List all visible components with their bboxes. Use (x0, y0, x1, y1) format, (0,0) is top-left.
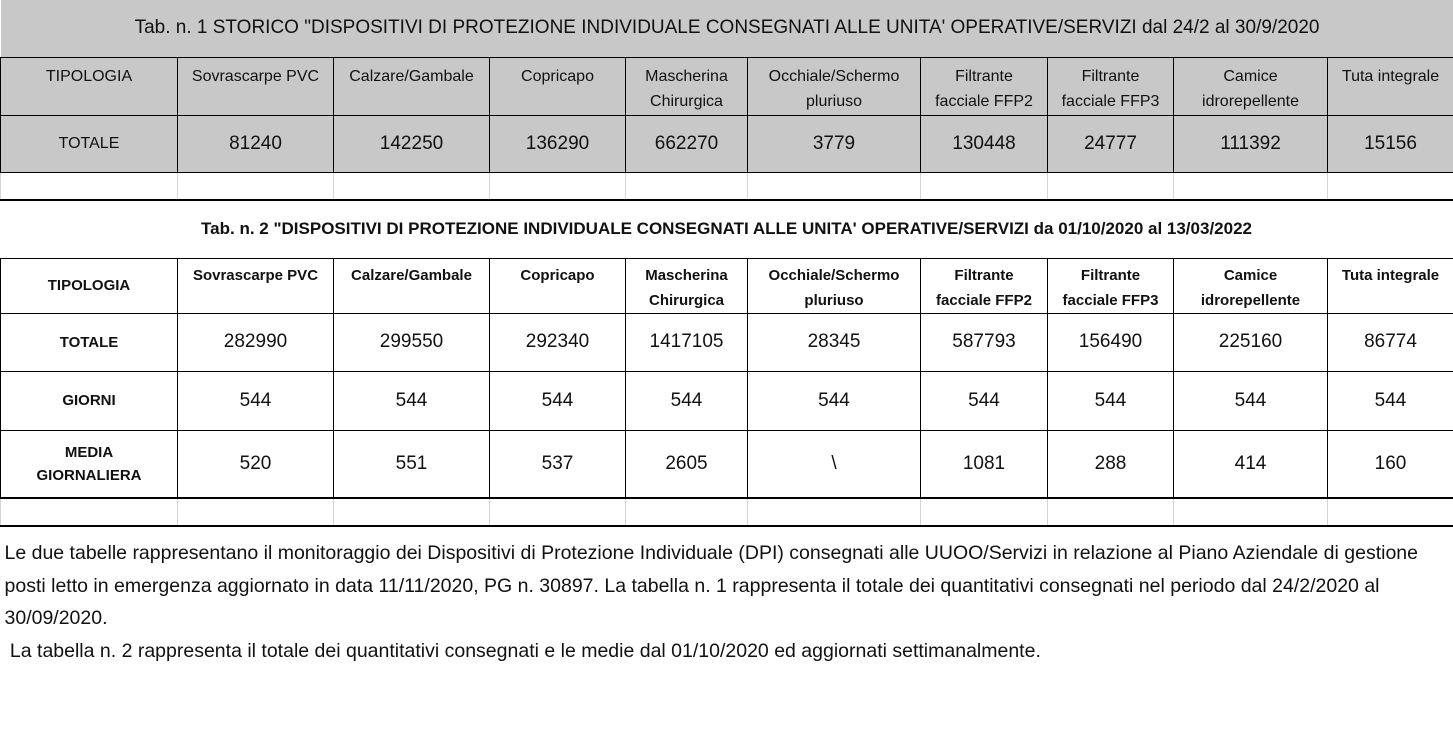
table2-row-totale-cell-calzare-gambale[interactable]: 299550 (334, 313, 490, 371)
table2-header-row-cell-calzare-gambale[interactable]: Calzare/Gambale (334, 258, 490, 313)
table2-row-giorni-cell-filtrante-facciale-ffp3[interactable]: 544 (1048, 371, 1174, 430)
table2-header-row-cell-camice-idrorepellente[interactable]: Camice idrorepellente (1174, 258, 1328, 313)
table2-row-media-giornaliera-cell-sovrascarpe-pvc[interactable]: 520 (178, 430, 334, 498)
table2-row-totale-cell-filtrante-facciale-ffp2[interactable]: 587793 (921, 313, 1048, 371)
spacer-row-cell-filtrante-facciale-ffp2[interactable] (921, 172, 1048, 200)
table1-header-row-cell-occhiale-schermo-pluriuso[interactable]: Occhiale/Schermo pluriuso (748, 57, 921, 115)
table1-row-totale-cell-mascherina-chirurgica[interactable]: 662270 (626, 115, 748, 172)
table1-row-totale-cell-filtrante-facciale-ffp2[interactable]: 130448 (921, 115, 1048, 172)
spacer-row-cell-sovrascarpe-pvc[interactable] (178, 172, 334, 200)
table2-row-giorni-cell-tipologia[interactable]: GIORNI (1, 371, 178, 430)
spacer-row (1, 172, 1453, 200)
table2-header-row-cell-sovrascarpe-pvc[interactable]: Sovrascarpe PVC (178, 258, 334, 313)
table1-row-totale-cell-camice-idrorepellente[interactable]: 111392 (1174, 115, 1328, 172)
table2-row-giorni-cell-filtrante-facciale-ffp2[interactable]: 544 (921, 371, 1048, 430)
table2-row-totale-cell-camice-idrorepellente[interactable]: 225160 (1174, 313, 1328, 371)
table1-header-row-cell-filtrante-facciale-ffp3[interactable]: Filtrante facciale FFP3 (1048, 57, 1174, 115)
spacer-row-cell-sovrascarpe-pvc[interactable] (178, 498, 334, 526)
note-paragraph-1: Le due tabelle rappresentano il monitora… (5, 537, 1450, 635)
table1-row-totale-cell-tipologia[interactable]: TOTALE (1, 115, 178, 172)
table2-row-totale-cell-filtrante-facciale-ffp3[interactable]: 156490 (1048, 313, 1174, 371)
table1-row-totale-cell-occhiale-schermo-pluriuso[interactable]: 3779 (748, 115, 921, 172)
table1-header-row-cell-tipologia[interactable]: TIPOLOGIA (1, 57, 178, 115)
table2-header-row-cell-filtrante-facciale-ffp2[interactable]: Filtrante facciale FFP2 (921, 258, 1048, 313)
table1-header-row-cell-filtrante-facciale-ffp2[interactable]: Filtrante facciale FFP2 (921, 57, 1048, 115)
table1-header-row-cell-tuta-integrale[interactable]: Tuta integrale (1328, 57, 1453, 115)
table2-row-media-giornaliera-cell-calzare-gambale[interactable]: 551 (334, 430, 490, 498)
table2-row-totale-cell-sovrascarpe-pvc[interactable]: 282990 (178, 313, 334, 371)
table1-row-totale-cell-calzare-gambale[interactable]: 142250 (334, 115, 490, 172)
spacer-row-cell-tipologia[interactable] (1, 172, 178, 200)
table2-row-totale-cell-tuta-integrale[interactable]: 86774 (1328, 313, 1453, 371)
table2-header-row-cell-occhiale-schermo-pluriuso[interactable]: Occhiale/Schermo pluriuso (748, 258, 921, 313)
spacer-row-cell-occhiale-schermo-pluriuso[interactable] (748, 172, 921, 200)
table1-header-row-cell-calzare-gambale[interactable]: Calzare/Gambale (334, 57, 490, 115)
spacer-row-cell-filtrante-facciale-ffp3[interactable] (1048, 172, 1174, 200)
table2-header-row-cell-mascherina-chirurgica[interactable]: Mascherina Chirurgica (626, 258, 748, 313)
table1-row-totale-cell-copricapo[interactable]: 136290 (490, 115, 626, 172)
spacer-row-cell-tuta-integrale[interactable] (1328, 498, 1453, 526)
note-paragraph-2: La tabella n. 2 rappresenta il totale de… (5, 635, 1450, 668)
spacer-row-cell-mascherina-chirurgica[interactable] (626, 172, 748, 200)
table2-header-row-cell-copricapo[interactable]: Copricapo (490, 258, 626, 313)
table2-header-row-cell-filtrante-facciale-ffp3[interactable]: Filtrante facciale FFP3 (1048, 258, 1174, 313)
spacer-row-cell-camice-idrorepellente[interactable] (1174, 498, 1328, 526)
table2-row-giorni-cell-calzare-gambale[interactable]: 544 (334, 371, 490, 430)
spacer-row-cell-occhiale-schermo-pluriuso[interactable] (748, 498, 921, 526)
table1-row-totale-cell-tuta-integrale[interactable]: 15156 (1328, 115, 1453, 172)
table2-row-media-giornaliera-cell-copricapo[interactable]: 537 (490, 430, 626, 498)
table2-row-totale-cell-tipologia[interactable]: TOTALE (1, 313, 178, 371)
table1-row-totale-cell-filtrante-facciale-ffp3[interactable]: 24777 (1048, 115, 1174, 172)
table2-row-giorni-cell-mascherina-chirurgica[interactable]: 544 (626, 371, 748, 430)
table2-row-media-giornaliera-cell-filtrante-facciale-ffp2[interactable]: 1081 (921, 430, 1048, 498)
spacer-row-cell-filtrante-facciale-ffp3[interactable] (1048, 498, 1174, 526)
table1-title-row: Tab. n. 1 STORICO "DISPOSITIVI DI PROTEZ… (1, 0, 1453, 57)
spacer-row-cell-calzare-gambale[interactable] (334, 172, 490, 200)
table1-header-row-cell-mascherina-chirurgica[interactable]: Mascherina Chirurgica (626, 57, 748, 115)
spacer-row (1, 498, 1453, 526)
table1-header-row-cell-copricapo[interactable]: Copricapo (490, 57, 626, 115)
table1-title: Tab. n. 1 STORICO "DISPOSITIVI DI PROTEZ… (1, 0, 1453, 57)
table2-row-giorni-cell-sovrascarpe-pvc[interactable]: 544 (178, 371, 334, 430)
spacer-row-cell-tuta-integrale[interactable] (1328, 172, 1453, 200)
table1-header-row-cell-sovrascarpe-pvc[interactable]: Sovrascarpe PVC (178, 57, 334, 115)
spacer-row-cell-camice-idrorepellente[interactable] (1174, 172, 1328, 200)
table2-header-row-cell-tuta-integrale[interactable]: Tuta integrale (1328, 258, 1453, 313)
table2-row-giorni-cell-occhiale-schermo-pluriuso[interactable]: 544 (748, 371, 921, 430)
table2-row-media-giornaliera-cell-filtrante-facciale-ffp3[interactable]: 288 (1048, 430, 1174, 498)
spacer-row-cell-filtrante-facciale-ffp2[interactable] (921, 498, 1048, 526)
table2-row-media-giornaliera-cell-mascherina-chirurgica[interactable]: 2605 (626, 430, 748, 498)
table1-row-totale-cell-sovrascarpe-pvc[interactable]: 81240 (178, 115, 334, 172)
table2-title-row: Tab. n. 2 "DISPOSITIVI DI PROTEZIONE IND… (1, 200, 1453, 258)
table2-row-giorni-cell-tuta-integrale[interactable]: 544 (1328, 371, 1453, 430)
table2-header-row-cell-tipologia[interactable]: TIPOLOGIA (1, 258, 178, 313)
note-text-box: Le due tabelle rappresentano il monitora… (1, 526, 1453, 736)
table2-row-giorni-cell-camice-idrorepellente[interactable]: 544 (1174, 371, 1328, 430)
table2-row-totale-cell-occhiale-schermo-pluriuso[interactable]: 28345 (748, 313, 921, 371)
spacer-row-cell-calzare-gambale[interactable] (334, 498, 490, 526)
table2-title: Tab. n. 2 "DISPOSITIVI DI PROTEZIONE IND… (1, 200, 1453, 258)
note-row: Le due tabelle rappresentano il monitora… (1, 526, 1453, 736)
table2-row-media-giornaliera-cell-tipologia[interactable]: MEDIA GIORNALIERA (1, 430, 178, 498)
table2-row-media-giornaliera-cell-occhiale-schermo-pluriuso[interactable]: \ (748, 430, 921, 498)
table1-header-row-cell-camice-idrorepellente[interactable]: Camice idrorepellente (1174, 57, 1328, 115)
spacer-row-cell-tipologia[interactable] (1, 498, 178, 526)
table2-row-totale-cell-mascherina-chirurgica[interactable]: 1417105 (626, 313, 748, 371)
table2-row-media-giornaliera-cell-camice-idrorepellente[interactable]: 414 (1174, 430, 1328, 498)
table2-row-giorni-cell-copricapo[interactable]: 544 (490, 371, 626, 430)
spacer-row-cell-copricapo[interactable] (490, 172, 626, 200)
spacer-row-cell-mascherina-chirurgica[interactable] (626, 498, 748, 526)
spacer-row-cell-copricapo[interactable] (490, 498, 626, 526)
table2-row-totale-cell-copricapo[interactable]: 292340 (490, 313, 626, 371)
table2-row-media-giornaliera-cell-tuta-integrale[interactable]: 160 (1328, 430, 1453, 498)
